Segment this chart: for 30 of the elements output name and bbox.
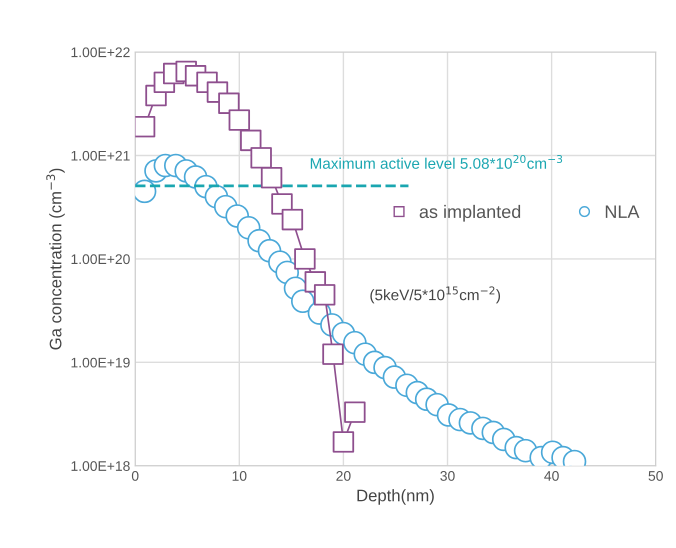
y-tick-label: 1.00E+22	[72, 47, 130, 58]
point	[314, 284, 336, 306]
x-tick-label: 0	[132, 471, 139, 481]
y-axis-title: Ga concentration (cm$^{−3}$)	[46, 168, 65, 350]
point	[282, 208, 304, 230]
point	[290, 289, 315, 314]
point	[332, 431, 354, 453]
point	[250, 147, 272, 169]
point	[135, 116, 156, 138]
x-tick-label: 20	[336, 471, 351, 481]
y-tick-label: 1.00E+20	[72, 254, 130, 264]
y-tick-label: 1.00E+18	[72, 461, 130, 471]
x-tick-label: 50	[648, 471, 663, 481]
x-tick-label: 30	[440, 471, 455, 481]
point	[260, 166, 282, 188]
point	[218, 92, 240, 114]
point	[294, 248, 316, 270]
x-tick-label: 40	[544, 471, 559, 481]
x-tick-label: 10	[232, 471, 246, 481]
legend-label: NLA	[606, 206, 640, 218]
point	[322, 343, 344, 365]
y-tick-label: 1.00E+19	[72, 358, 130, 368]
y-tick-label: 1.00E+21	[72, 150, 130, 161]
x-axis-title: Depth(nm)	[357, 489, 434, 505]
annotation: (5keV/5*10$^{15}$cm$^{−2}$)	[370, 286, 500, 304]
point	[344, 401, 366, 423]
point	[240, 130, 262, 152]
ref-line-label: Maximum active level 5.08*10$^{20}$cm$^{−3}$	[310, 154, 562, 169]
legend-label: as implanted	[420, 204, 520, 222]
point	[228, 109, 250, 131]
